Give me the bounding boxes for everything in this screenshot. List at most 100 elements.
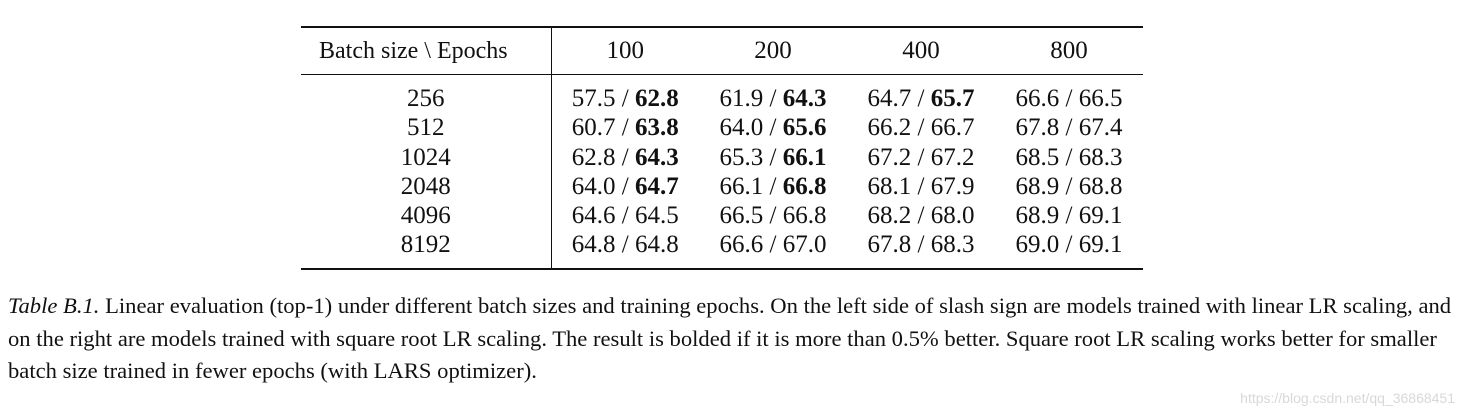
- sqrt-lr-value: 69.1: [1078, 202, 1123, 230]
- linear-lr-value: 66.6: [1015, 85, 1060, 113]
- linear-lr-value: 69.0: [1015, 231, 1060, 259]
- sqrt-lr-value: 64.3: [634, 143, 679, 171]
- sqrt-lr-value: 66.8: [782, 202, 827, 230]
- sqrt-lr-value: 68.8: [1078, 172, 1123, 200]
- slash-separator: /: [763, 85, 783, 113]
- caption-text: Linear evaluation (top-1) under differen…: [8, 293, 1452, 383]
- result-cell: 64.7 / 65.7: [847, 84, 995, 113]
- slash-separator: /: [615, 202, 635, 230]
- spacer-row: [301, 75, 1143, 85]
- slash-separator: /: [1059, 85, 1079, 113]
- sqrt-lr-value: 64.8: [634, 231, 679, 259]
- spacer-row: [301, 259, 1143, 269]
- sqrt-lr-value: 62.8: [634, 85, 679, 113]
- linear-lr-value: 65.3: [719, 143, 764, 171]
- result-cell: 66.5 / 66.8: [699, 201, 847, 230]
- slash-separator: /: [911, 172, 931, 200]
- sqrt-lr-value: 67.2: [930, 143, 975, 171]
- linear-lr-value: 67.8: [867, 231, 912, 259]
- result-cell: 68.1 / 67.9: [847, 172, 995, 201]
- linear-lr-value: 57.5: [571, 85, 616, 113]
- linear-lr-value: 67.8: [1015, 114, 1060, 142]
- batch-size-cell: 2048: [301, 171, 552, 201]
- table-mid-rule: [301, 74, 1143, 76]
- table-row: 1024 62.8 / 64.3 65.3 / 66.1 67.2 / 67.2 68.…: [301, 142, 1143, 172]
- result-cell: 57.5 / 62.8: [551, 84, 699, 113]
- slash-separator: /: [763, 114, 783, 142]
- corner-label: Batch size \ Epochs: [301, 28, 552, 74]
- result-cell: 60.7 / 63.8: [551, 113, 699, 142]
- slash-separator: /: [911, 231, 931, 259]
- result-cell: 66.2 / 66.7: [847, 113, 995, 142]
- linear-lr-value: 66.1: [719, 172, 764, 200]
- watermark: https://blog.csdn.net/qq_36868451: [1240, 390, 1455, 406]
- sqrt-lr-value: 66.5: [1078, 85, 1123, 113]
- result-cell: 67.2 / 67.2: [847, 143, 995, 172]
- result-cell: 62.8 / 64.3: [551, 143, 699, 172]
- sqrt-lr-value: 68.3: [930, 231, 975, 259]
- result-cell: 61.9 / 64.3: [699, 84, 847, 113]
- sqrt-lr-value: 64.5: [634, 202, 679, 230]
- linear-lr-value: 64.6: [571, 202, 616, 230]
- linear-lr-value: 68.2: [867, 202, 912, 230]
- table-body: 256 57.5 / 62.8 61.9 / 64.3 64.7 / 65.7 66.6…: [301, 75, 1144, 269]
- table-row: 256 57.5 / 62.8 61.9 / 64.3 64.7 / 65.7 66.6…: [301, 84, 1143, 114]
- table-row: 512 60.7 / 63.8 64.0 / 65.6 66.2 / 66.7 67.8…: [301, 113, 1143, 143]
- result-cell: 65.3 / 66.1: [699, 143, 847, 172]
- caption-label: Table B.1.: [8, 293, 100, 318]
- header-row: Batch size \ Epochs 100 200 400 800: [301, 28, 1143, 74]
- linear-lr-value: 60.7: [571, 114, 616, 142]
- slash-separator: /: [763, 202, 783, 230]
- results-table: Batch size \ Epochs 100 200 400 800 256 5…: [301, 26, 1144, 271]
- linear-lr-value: 66.5: [719, 202, 764, 230]
- sqrt-lr-value: 64.7: [634, 172, 679, 200]
- slash-separator: /: [763, 143, 783, 171]
- slash-separator: /: [1059, 114, 1079, 142]
- sqrt-lr-value: 67.9: [930, 172, 975, 200]
- result-cell: 66.1 / 66.8: [699, 172, 847, 201]
- slash-separator: /: [911, 85, 931, 113]
- result-cell: 69.0 / 69.1: [995, 230, 1143, 259]
- table-row: 8192 64.8 / 64.8 66.6 / 67.0 67.8 / 68.3 69.…: [301, 230, 1143, 260]
- result-cell: 64.0 / 64.7: [551, 172, 699, 201]
- slash-separator: /: [1059, 202, 1079, 230]
- epoch-header: 400: [902, 37, 940, 64]
- sqrt-lr-value: 69.1: [1078, 231, 1123, 259]
- result-cell: 66.6 / 67.0: [699, 230, 847, 259]
- table-bottom-rule: [301, 268, 1143, 271]
- linear-lr-value: 68.9: [1015, 172, 1060, 200]
- linear-lr-value: 64.0: [719, 114, 764, 142]
- linear-lr-value: 64.0: [571, 172, 616, 200]
- slash-separator: /: [911, 143, 931, 171]
- slash-separator: /: [1059, 172, 1079, 200]
- batch-size-cell: 256: [301, 84, 552, 114]
- sqrt-lr-value: 66.7: [930, 114, 975, 142]
- slash-separator: /: [911, 202, 931, 230]
- result-cell: 67.8 / 67.4: [995, 113, 1143, 142]
- sqrt-lr-value: 67.4: [1078, 114, 1123, 142]
- table-caption: Table B.1. Linear evaluation (top-1) und…: [8, 290, 1458, 388]
- result-cell: 64.0 / 65.6: [699, 113, 847, 142]
- sqrt-lr-value: 64.3: [782, 85, 827, 113]
- slash-separator: /: [615, 231, 635, 259]
- slash-separator: /: [911, 114, 931, 142]
- slash-separator: /: [763, 172, 783, 200]
- batch-size-cell: 1024: [301, 142, 552, 172]
- sqrt-lr-value: 65.6: [782, 114, 827, 142]
- batch-size-cell: 512: [301, 113, 552, 143]
- epoch-header: 100: [606, 37, 645, 64]
- result-cell: 64.6 / 64.5: [551, 201, 699, 230]
- sqrt-lr-value: 68.0: [930, 202, 975, 230]
- result-cell: 68.9 / 69.1: [995, 201, 1143, 230]
- table-row: 4096 64.6 / 64.5 66.5 / 66.8 68.2 / 68.0 68.…: [301, 200, 1143, 231]
- table-header: Batch size \ Epochs 100 200 400 800: [301, 28, 1143, 74]
- linear-lr-value: 66.6: [719, 231, 764, 259]
- slash-separator: /: [1059, 231, 1079, 259]
- slash-separator: /: [615, 114, 635, 142]
- batch-size-cell: 8192: [301, 230, 552, 260]
- sqrt-lr-value: 65.7: [930, 85, 975, 113]
- sqrt-lr-value: 67.0: [782, 231, 827, 259]
- result-cell: 68.5 / 68.3: [995, 143, 1143, 172]
- result-cell: 66.6 / 66.5: [995, 84, 1143, 113]
- result-cell: 64.8 / 64.8: [551, 230, 699, 259]
